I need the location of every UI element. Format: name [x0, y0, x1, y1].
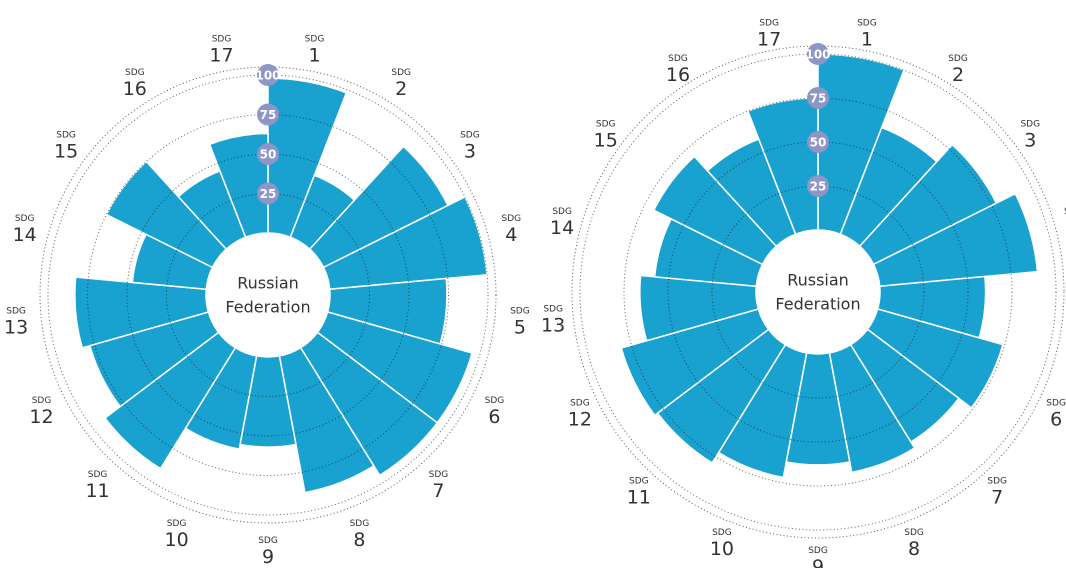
category-label: SDG 16	[123, 67, 147, 99]
category-label: SDG 6	[485, 395, 505, 427]
category-label: SDG 17	[209, 34, 233, 66]
center-label: Russian	[237, 274, 299, 293]
tick-badge	[807, 131, 829, 153]
tick-badge	[257, 143, 279, 165]
y-tick-label: 25	[810, 180, 827, 194]
y-tick-label: 50	[810, 136, 827, 150]
category-label: SDG 8	[350, 518, 370, 550]
tick-badge	[257, 182, 279, 205]
y-tick-label: 75	[260, 108, 277, 122]
category-label: SDG 8	[904, 528, 924, 560]
category-label: SDG 3	[460, 130, 480, 162]
tick-badge	[807, 175, 829, 197]
grid-ring	[126, 153, 410, 437]
category-label: SDG 5	[510, 306, 530, 338]
tick-badge	[807, 43, 829, 65]
y-tick-label: 75	[810, 92, 827, 106]
category-label: SDG 2	[948, 53, 968, 85]
center-label: Russian	[787, 271, 849, 290]
category-label: SDG 15	[54, 130, 78, 162]
center-label: Federation	[775, 295, 860, 314]
category-label: SDG 15	[594, 119, 618, 151]
category-label: SDG 16	[666, 53, 690, 85]
category-label: SDG 10	[710, 528, 734, 560]
category-label: SDG 7	[429, 469, 449, 501]
polar-chart: SDG1SDG2SDG3SDG4SDG5SDG6SDG7SDG8SDG9SDG1…	[541, 18, 1066, 568]
outer-ring	[39, 66, 497, 524]
category-label: SDG 6	[1046, 398, 1066, 430]
center-hole	[206, 233, 330, 357]
category-label: SDG 12	[568, 398, 592, 430]
category-label: SDG 14	[550, 207, 574, 239]
category-label: SDG 13	[4, 306, 28, 338]
category-label: SDG 1	[305, 34, 325, 66]
center-hole	[756, 230, 880, 354]
category-label: SDG 11	[85, 469, 109, 501]
category-label: SDG 11	[627, 476, 651, 508]
category-label: SDG 12	[29, 395, 53, 427]
tick-badge	[807, 87, 829, 109]
y-tick-label: 100	[255, 69, 280, 83]
category-label: SDG 13	[541, 304, 565, 336]
grid-ring	[166, 193, 370, 397]
tick-badge	[257, 103, 279, 126]
category-label: SDG 2	[391, 67, 411, 99]
grid-ring	[87, 114, 449, 476]
y-tick-label: 50	[260, 148, 277, 162]
center-label: Federation	[225, 298, 310, 317]
y-tick-label: 25	[260, 187, 277, 201]
category-label: SDG 14	[13, 213, 37, 245]
category-label: SDG 10	[165, 518, 189, 550]
category-label: SDG 9	[258, 536, 278, 568]
category-label: SDG 17	[757, 18, 781, 50]
category-label: SDG 1	[857, 18, 877, 50]
grid-ring	[579, 53, 1057, 531]
grid-ring	[667, 141, 969, 443]
category-label: SDG 9	[808, 546, 828, 568]
category-label: SDG 7	[987, 476, 1007, 508]
category-label: SDG 3	[1020, 119, 1040, 151]
y-tick-label: 100	[805, 48, 830, 62]
grid-ring	[711, 185, 925, 399]
tick-badge	[257, 64, 279, 86]
